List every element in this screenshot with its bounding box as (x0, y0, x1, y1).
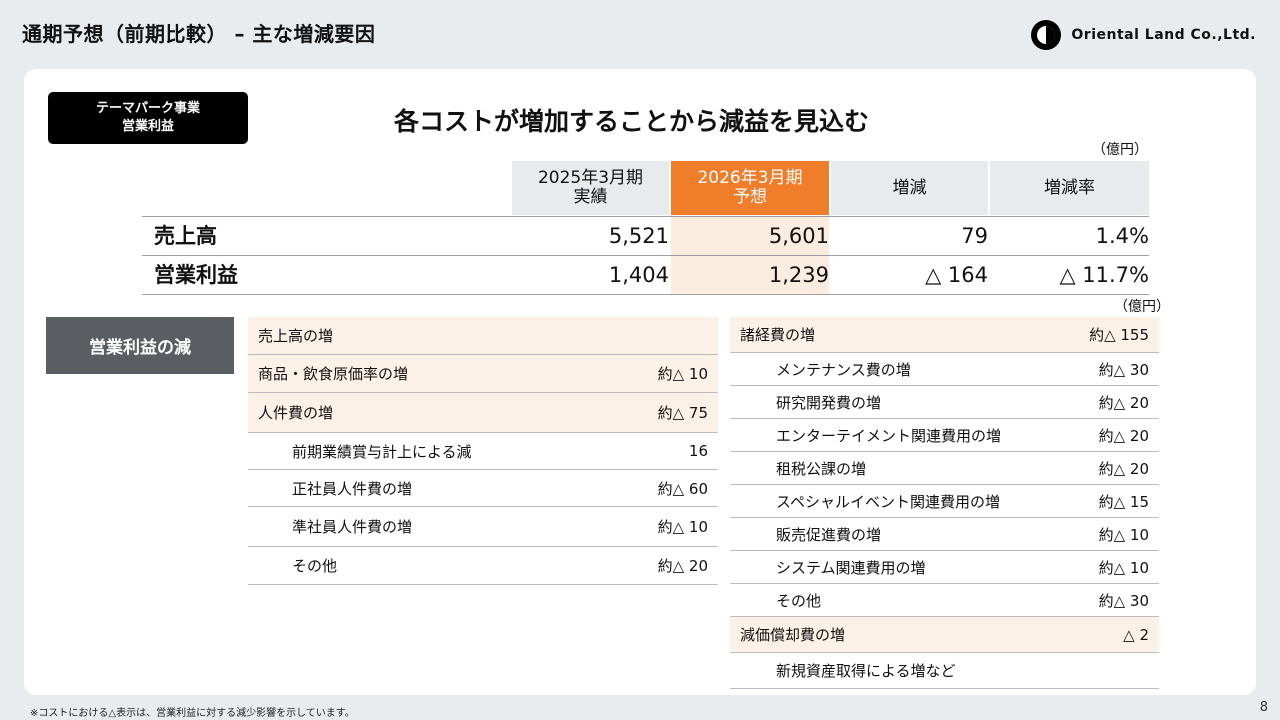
col-header-prev: 2025年3月期 実績 (512, 161, 669, 215)
reason-label-text: システム関連費用の増 (776, 558, 926, 577)
reason-value: 約△ 30 (1098, 360, 1149, 379)
summary-divider (142, 255, 1149, 256)
page-number: 8 (1259, 700, 1268, 715)
summary-row-operating-income: 営業利益 1,404 1,239 △ 164 △ 11.7% (142, 256, 1149, 294)
logo-text: Oriental Land Co.,Ltd. (1071, 27, 1256, 43)
reason-label-text: 売上高の増 (258, 327, 334, 345)
col-header-forecast: 2026年3月期 予想 (671, 161, 829, 215)
col-header-diff: 増減 (831, 161, 988, 215)
logo-mark-icon (1031, 20, 1062, 50)
reason-row-sub: その他 約△ 30 (730, 584, 1159, 617)
reason-row: 売上高の増 (248, 317, 718, 355)
reason-row-sub: 準社員人件費の増 約△ 10 (248, 507, 718, 547)
col-header-prev-line2: 実績 (573, 187, 608, 207)
reason-label-text: その他 (776, 591, 822, 610)
reason-label-text: 諸経費の増 (740, 326, 816, 344)
reason-row-sub: その他 約△ 20 (248, 547, 718, 585)
reason-row-sub: 正社員人件費の増 約△ 60 (248, 470, 718, 507)
reason-label-text: 正社員人件費の増 (292, 479, 413, 498)
reason-value: 約△ 75 (657, 404, 708, 422)
reason-label-text: 準社員人件費の増 (292, 518, 413, 536)
col-header-forecast-line1: 2026年3月期 (697, 168, 803, 189)
summary-cell-forecast: 5,601 (768, 224, 829, 248)
reason-label-text: その他 (292, 557, 338, 575)
col-header-forecast-line2: 予想 (733, 187, 767, 207)
reason-row: 人件費の増 約△ 75 (248, 393, 718, 433)
reason-label-text: 前期業績賞与計上による減 (292, 442, 472, 461)
reason-row-sub: システム関連費用の増 約△ 10 (730, 551, 1159, 584)
summary-cell-diff: 79 (961, 224, 988, 248)
reason-value: 16 (688, 442, 708, 460)
reason-label-text: 販売促進費の増 (776, 525, 882, 544)
reason-row-sub: 租税公課の増 約△ 20 (730, 452, 1159, 485)
reason-row-sub: メンテナンス費の増 約△ 30 (730, 353, 1159, 386)
summary-divider (142, 216, 1149, 217)
reason-label-text: エンターテイメント関連費用の増 (776, 426, 1002, 445)
reason-value: 約△ 20 (657, 557, 708, 575)
company-logo: Oriental Land Co.,Ltd. (1029, 18, 1256, 52)
reason-row-sub: スペシャルイベント関連費用の増 約△ 15 (730, 485, 1159, 518)
reason-row-sub: 前期業績賞与計上による減 16 (248, 433, 718, 470)
summary-cell-rate: △ 11.7% (1059, 263, 1149, 287)
reason-value: 約△ 20 (1098, 459, 1149, 478)
reason-value: 約△ 20 (1098, 426, 1149, 445)
headline: 各コストが増加することから減益を見込む (394, 107, 870, 136)
summary-cell-forecast: 1,239 (768, 263, 829, 287)
reason-label-text: メンテナンス費の増 (776, 360, 911, 379)
reason-label-text: 人件費の増 (258, 404, 334, 422)
segment-badge-line1: テーマパーク事業 (95, 101, 200, 117)
reason-value: 約△ 20 (1098, 393, 1149, 412)
reason-row: 商品・飲食原価率の増 約△ 10 (248, 355, 718, 393)
reason-row-sub: 新規資産取得による増など (730, 653, 1159, 689)
content-card: テーマパーク事業 営業利益 各コストが増加することから減益を見込む （億円） 2… (24, 69, 1256, 695)
reason-value: 約△ 155 (1089, 326, 1149, 344)
reason-label-text: 商品・飲食原価率の増 (258, 365, 409, 383)
reason-row: 諸経費の増 約△ 155 (730, 317, 1159, 353)
reason-label: 営業利益の減 (46, 317, 234, 374)
reason-label-text: 租税公課の増 (776, 459, 867, 478)
summary-cell-diff: △ 164 (925, 263, 988, 287)
summary-row-label: 売上高 (154, 224, 217, 248)
reason-value: 約△ 10 (657, 518, 708, 536)
page-title: 通期予想（前期比較） – 主な増減要因 (22, 22, 376, 46)
summary-cell-prev: 5,521 (608, 224, 669, 248)
col-header-prev-line1: 2025年3月期 (537, 168, 644, 189)
reason-label-text: 減価償却費の増 (740, 626, 846, 644)
reason-value: △ 2 (1123, 625, 1149, 644)
reason-value: 約△ 30 (1098, 591, 1149, 610)
summary-cell-rate: 1.4% (1095, 224, 1149, 248)
reason-value: 約△ 10 (1098, 558, 1149, 577)
unit-label-reasons: （億円） (1114, 299, 1170, 315)
reason-value: 約△ 60 (657, 479, 708, 498)
summary-cell-prev: 1,404 (608, 263, 669, 287)
summary-row-label: 営業利益 (154, 263, 238, 287)
reason-value: 約△ 10 (657, 365, 708, 383)
footnote: ※コストにおける△表示は、営業利益に対する減少影響を示しています。 (30, 708, 355, 719)
reason-row: 減価償却費の増 △ 2 (730, 617, 1159, 653)
reason-value: 約△ 15 (1098, 492, 1149, 511)
reason-row-sub: 研究開発費の増 約△ 20 (730, 386, 1159, 419)
segment-badge-line2: 営業利益 (121, 119, 174, 134)
reason-label-text: スペシャルイベント関連費用の増 (776, 492, 1000, 511)
unit-label-summary: （億円） (1092, 142, 1148, 158)
reason-row-sub: 販売促進費の増 約△ 10 (730, 518, 1159, 551)
summary-divider (142, 294, 1149, 295)
segment-badge: テーマパーク事業 営業利益 (48, 92, 248, 144)
col-header-rate: 増減率 (990, 161, 1149, 215)
reason-label-text: 研究開発費の増 (776, 393, 882, 412)
reason-value: 約△ 10 (1098, 525, 1149, 544)
reason-label-text: 新規資産取得による増など (776, 662, 956, 680)
summary-row-sales: 売上高 5,521 5,601 79 1.4% (142, 217, 1149, 255)
reason-row-sub: エンターテイメント関連費用の増 約△ 20 (730, 419, 1159, 452)
